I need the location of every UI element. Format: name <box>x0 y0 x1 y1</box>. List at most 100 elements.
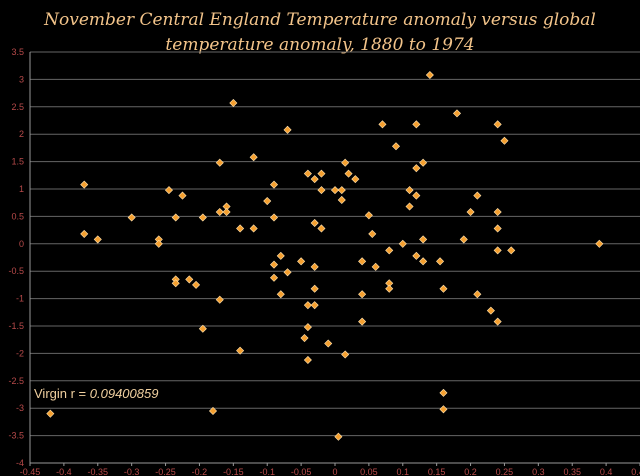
data-point <box>436 257 445 266</box>
data-point <box>171 213 180 222</box>
data-point <box>391 142 401 151</box>
x-tick-label: -0.25 <box>155 467 176 476</box>
data-point <box>185 275 194 284</box>
data-points <box>46 70 604 441</box>
x-tick-label: 0.35 <box>563 467 581 476</box>
data-point <box>412 251 421 260</box>
data-point <box>493 207 502 217</box>
data-point <box>493 317 502 326</box>
y-tick-label: -2 <box>16 348 24 358</box>
data-point <box>310 218 319 228</box>
x-tick-label: 0 <box>332 467 337 476</box>
data-point <box>317 169 326 178</box>
x-tick-label: -0.2 <box>192 467 208 476</box>
data-point <box>500 136 509 145</box>
data-point <box>473 290 482 299</box>
y-tick-label: 2.5 <box>11 102 24 112</box>
data-point <box>419 235 428 244</box>
x-tick-label: 0.3 <box>532 467 545 476</box>
data-point <box>337 186 346 195</box>
data-point <box>341 158 350 167</box>
data-point <box>337 195 346 204</box>
data-point <box>80 180 89 189</box>
data-point <box>310 262 319 271</box>
data-point <box>351 175 360 184</box>
y-tick-label: 0.5 <box>11 211 24 221</box>
data-point <box>127 213 136 222</box>
data-point <box>192 280 201 289</box>
data-point <box>595 239 604 248</box>
data-point <box>303 323 312 332</box>
data-point <box>358 290 367 299</box>
data-point <box>229 98 238 107</box>
data-point <box>249 153 258 162</box>
data-point <box>452 109 462 118</box>
x-tick-label: 0.05 <box>360 467 378 476</box>
data-point <box>334 432 343 441</box>
correlation-annotation: Virgin r = 0.09400859 <box>34 386 158 401</box>
x-tick-label: 0.1 <box>397 467 410 476</box>
data-point <box>269 260 279 269</box>
y-tick-label: -3.5 <box>8 431 24 441</box>
data-point <box>276 290 285 299</box>
data-point <box>303 169 312 178</box>
data-point <box>249 224 258 233</box>
x-tick-label: -0.05 <box>291 467 312 476</box>
data-point <box>276 251 285 260</box>
data-point <box>398 239 407 248</box>
data-point <box>317 186 326 195</box>
y-tick-label: 1 <box>19 184 24 194</box>
x-tick-label: -0.15 <box>223 467 244 476</box>
data-point <box>269 273 279 282</box>
data-point <box>358 257 367 266</box>
data-point <box>425 70 434 80</box>
data-point <box>344 169 353 178</box>
data-point <box>385 284 394 293</box>
y-tick-label: 3.5 <box>11 47 24 57</box>
x-tick-label: 0.25 <box>496 467 514 476</box>
data-point <box>493 120 502 129</box>
data-point <box>303 355 312 365</box>
data-point <box>371 262 380 271</box>
chart-title-line-2: temperature anomaly, 1880 to 1974 <box>165 35 474 55</box>
data-point <box>330 186 340 195</box>
correlation-label: Virgin r = <box>34 386 90 401</box>
data-point <box>171 279 180 288</box>
data-point <box>164 186 173 195</box>
x-tick-label: 0.2 <box>464 467 477 476</box>
data-point <box>473 191 482 200</box>
data-point <box>283 268 292 277</box>
data-point <box>412 120 421 129</box>
data-point <box>317 224 326 233</box>
data-point <box>459 235 468 244</box>
data-point <box>507 246 516 255</box>
data-point <box>198 213 207 222</box>
data-point <box>303 301 312 310</box>
x-tick-label: 0.45 <box>631 467 640 476</box>
data-point <box>378 120 387 129</box>
data-point <box>269 213 279 222</box>
y-tick-label: -0.5 <box>8 266 24 276</box>
data-point <box>178 191 187 200</box>
data-point <box>198 324 207 333</box>
data-point <box>466 207 475 217</box>
data-point <box>310 175 319 184</box>
y-tick-label: -4 <box>16 458 24 468</box>
x-tick-label: -0.4 <box>56 467 72 476</box>
data-point <box>236 346 245 355</box>
x-tick-label: 0.4 <box>600 467 613 476</box>
data-point <box>385 246 394 255</box>
x-tick-label: 0.15 <box>428 467 446 476</box>
y-tick-label: -2.5 <box>8 376 24 386</box>
data-point <box>208 406 218 415</box>
data-point <box>324 339 333 348</box>
correlation-value: 0.09400859 <box>90 386 159 401</box>
data-point <box>215 207 224 217</box>
data-point <box>439 284 448 293</box>
data-point <box>419 257 428 266</box>
y-tick-label: 1.5 <box>11 157 24 167</box>
data-point <box>439 405 448 414</box>
y-tick-label: -3 <box>16 403 24 413</box>
